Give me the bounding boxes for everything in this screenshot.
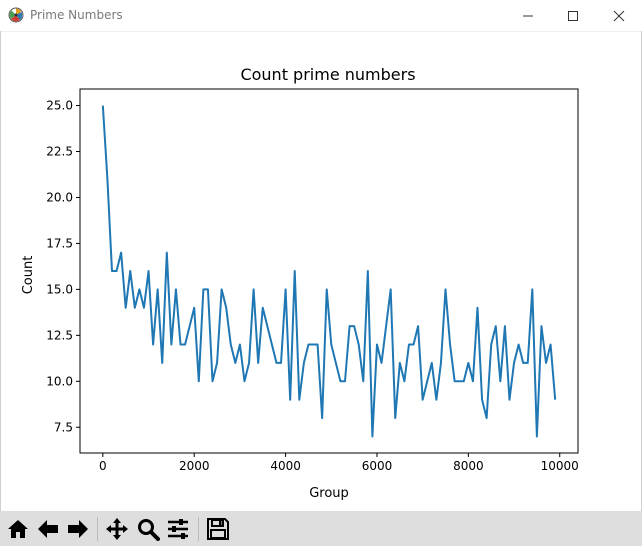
home-icon — [8, 520, 28, 538]
arrow-left-icon — [38, 520, 58, 538]
matplotlib-icon — [8, 7, 24, 23]
series-group — [101, 105, 557, 438]
series-line — [101, 105, 557, 438]
y-tick-label: 20.0 — [46, 190, 73, 204]
navigation-toolbar — [0, 511, 642, 546]
forward-button[interactable] — [65, 516, 91, 542]
window-title: Prime Numbers — [30, 8, 123, 22]
figure-canvas[interactable]: Count prime numbers 0 2000 4000 6000 8000 100… — [0, 31, 642, 511]
y-tick-label: 22.5 — [46, 145, 73, 159]
back-button[interactable] — [35, 516, 61, 542]
y-axis-label: Count — [21, 256, 36, 295]
magnifier-icon — [138, 519, 160, 541]
x-tick-label: 4000 — [270, 459, 301, 473]
arrow-right-icon — [68, 520, 88, 538]
sliders-icon — [168, 519, 188, 539]
save-button[interactable] — [205, 516, 231, 542]
maximize-button[interactable] — [550, 0, 596, 31]
chart-title: Count prime numbers — [240, 65, 415, 84]
y-tick-label: 7.5 — [54, 420, 73, 434]
x-tick-label: 2000 — [179, 459, 210, 473]
maximize-icon — [568, 11, 578, 21]
plot-area[interactable] — [79, 88, 579, 454]
y-tick-label: 25.0 — [46, 99, 73, 113]
x-axis-label: Group — [309, 486, 349, 501]
line-chart[interactable]: Count prime numbers 0 2000 4000 6000 8000 100… — [0, 31, 642, 511]
minimize-button[interactable] — [505, 0, 551, 31]
x-axis: 0 2000 4000 6000 8000 10000 — [99, 453, 579, 473]
configure-subplots-button[interactable] — [165, 516, 191, 542]
y-tick-label: 15.0 — [46, 282, 73, 296]
title-bar[interactable]: Prime Numbers — [0, 0, 642, 32]
x-tick-label: 0 — [99, 459, 107, 473]
y-tick-label: 10.0 — [46, 374, 73, 388]
window-border-left — [0, 31, 1, 511]
close-button[interactable] — [596, 0, 642, 31]
toolbar-separator — [97, 517, 98, 541]
zoom-button[interactable] — [135, 516, 161, 542]
toolbar-separator — [198, 517, 199, 541]
x-tick-label: 10000 — [541, 459, 579, 473]
y-axis: 7.5 10.0 12.5 15.0 17.5 20.0 22.5 25.0 — [46, 99, 80, 434]
floppy-disk-icon — [207, 518, 229, 540]
pan-button[interactable] — [104, 516, 130, 542]
close-icon — [613, 10, 625, 22]
x-tick-label: 6000 — [362, 459, 393, 473]
home-button[interactable] — [5, 516, 31, 542]
y-tick-label: 12.5 — [46, 328, 73, 342]
minimize-icon — [523, 15, 533, 17]
move-icon — [106, 518, 128, 540]
x-tick-label: 8000 — [453, 459, 484, 473]
y-tick-label: 17.5 — [46, 236, 73, 250]
